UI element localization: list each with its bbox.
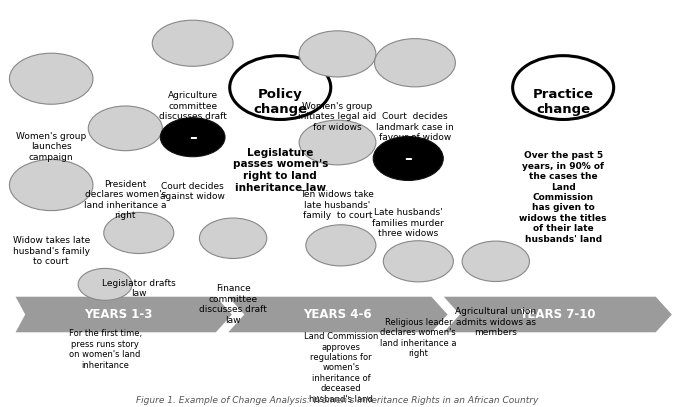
Text: Court  decides
landmark case in
favour of widow: Court decides landmark case in favour of…: [376, 112, 454, 142]
Polygon shape: [442, 296, 673, 333]
Ellipse shape: [88, 106, 163, 151]
Text: YEARS 1-3: YEARS 1-3: [84, 308, 153, 321]
Text: Figure 1. Example of Change Analysis: Women's Inheritance Rights in an African C: Figure 1. Example of Change Analysis: Wo…: [136, 396, 539, 405]
Text: –: –: [189, 130, 196, 145]
Text: Widow takes late
husband's family
to court: Widow takes late husband's family to cou…: [13, 236, 90, 266]
Ellipse shape: [230, 56, 331, 120]
Text: Finance
committee
discusses draft
law: Finance committee discusses draft law: [199, 284, 267, 324]
Text: Legislator drafts
law: Legislator drafts law: [102, 279, 176, 298]
Text: Ten widows take
late husbands'
family  to court: Ten widows take late husbands' family to…: [300, 190, 375, 220]
Ellipse shape: [104, 212, 174, 254]
Text: –: –: [404, 151, 412, 166]
Ellipse shape: [9, 53, 93, 104]
Ellipse shape: [462, 241, 529, 282]
Ellipse shape: [373, 136, 443, 180]
Text: Women's group
launches
campaign: Women's group launches campaign: [16, 132, 86, 162]
Ellipse shape: [512, 56, 614, 120]
Text: Legislature
passes women's
right to land
inheritance law: Legislature passes women's right to land…: [233, 148, 328, 193]
Text: For the first time,
press runs story
on women's land
inheritance: For the first time, press runs story on …: [69, 329, 142, 370]
Ellipse shape: [375, 39, 456, 87]
Ellipse shape: [153, 20, 233, 66]
Text: Agricultural union
admits widows as
members: Agricultural union admits widows as memb…: [455, 307, 537, 337]
Ellipse shape: [306, 225, 376, 266]
Ellipse shape: [299, 120, 376, 165]
Ellipse shape: [161, 118, 225, 157]
Text: Women's group
initiates legal aid
for widows: Women's group initiates legal aid for wi…: [298, 102, 377, 131]
Polygon shape: [14, 296, 233, 333]
Text: Late husbands'
families murder
three widows: Late husbands' families murder three wid…: [373, 208, 444, 238]
Ellipse shape: [199, 218, 267, 258]
Text: YEARS 7-10: YEARS 7-10: [519, 308, 595, 321]
Ellipse shape: [9, 160, 93, 210]
Text: Religious leader
declares women's
land inheritance a
right: Religious leader declares women's land i…: [380, 318, 456, 358]
Text: Practice
change: Practice change: [533, 88, 593, 116]
Ellipse shape: [299, 31, 376, 77]
Text: Court decides
against widow: Court decides against widow: [160, 182, 225, 201]
Polygon shape: [226, 296, 449, 333]
Text: YEARS 4-6: YEARS 4-6: [303, 308, 372, 321]
Text: Land Commission
approves
regulations for
women's
inheritance of
deceased
husband: Land Commission approves regulations for…: [304, 332, 378, 404]
Text: Over the past 5
years, in 90% of
the cases the
Land
Commission
has given to
wido: Over the past 5 years, in 90% of the cas…: [519, 151, 607, 244]
Ellipse shape: [383, 241, 454, 282]
Text: Agriculture
committee
discusses draft
law: Agriculture committee discusses draft la…: [159, 91, 227, 131]
Text: President
declares women's
land inheritance a
right: President declares women's land inherita…: [84, 180, 167, 220]
Text: Policy
change: Policy change: [253, 88, 307, 116]
Ellipse shape: [78, 268, 132, 300]
